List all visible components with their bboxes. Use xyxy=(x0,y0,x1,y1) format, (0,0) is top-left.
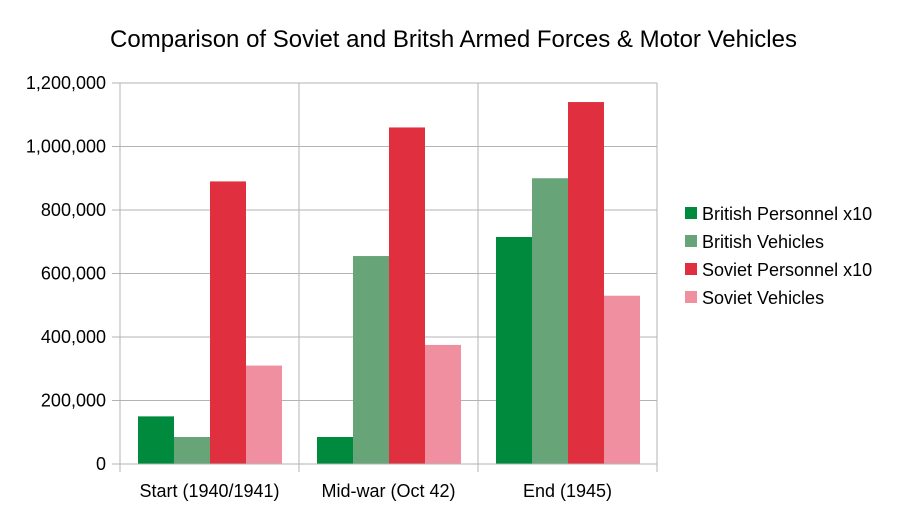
bar xyxy=(568,102,604,465)
legend-label: Soviet Vehicles xyxy=(702,288,824,308)
legend-label: British Vehicles xyxy=(702,232,824,252)
y-tick-label: 200,000 xyxy=(41,391,106,411)
y-tick-label: 1,000,000 xyxy=(26,137,106,157)
legend-item: British Personnel x10 xyxy=(685,204,872,224)
x-axis-tick-labels: Start (1940/1941) Mid-war (Oct 42) End (19… xyxy=(139,481,612,501)
y-axis-tick-labels: 0 200,000 400,000 600,000 800,000 1,000,000 1,… xyxy=(26,73,106,474)
bar xyxy=(532,178,568,464)
legend-item: British Vehicles xyxy=(685,232,824,252)
bar xyxy=(353,256,389,464)
bar xyxy=(210,181,246,465)
chart-title: Comparison of Soviet and Britsh Armed Fo… xyxy=(110,26,797,53)
bar xyxy=(138,416,174,464)
legend-label: British Personnel x10 xyxy=(702,204,872,224)
x-tick-label: Start (1940/1941) xyxy=(139,481,279,501)
bars xyxy=(138,102,640,465)
y-tick-label: 1,200,000 xyxy=(26,73,106,93)
bar xyxy=(496,236,532,464)
bar xyxy=(246,365,282,464)
bar xyxy=(425,344,461,464)
legend-swatch xyxy=(685,291,697,303)
y-tick-label: 0 xyxy=(96,454,106,474)
legend-swatch xyxy=(685,263,697,275)
bar xyxy=(317,437,353,464)
bar xyxy=(604,295,640,464)
legend-item: Soviet Vehicles xyxy=(685,288,824,308)
legend-swatch xyxy=(685,235,697,247)
bar xyxy=(174,437,210,464)
y-tick-label: 600,000 xyxy=(41,264,106,284)
legend-item: Soviet Personnel x10 xyxy=(685,260,872,280)
legend-swatch xyxy=(685,207,697,219)
x-tick-label: Mid-war (Oct 42) xyxy=(321,481,455,501)
y-tick-label: 800,000 xyxy=(41,200,106,220)
bar xyxy=(389,127,425,464)
x-tick-label: End (1945) xyxy=(523,481,612,501)
y-tick-label: 400,000 xyxy=(41,327,106,347)
legend-label: Soviet Personnel x10 xyxy=(702,260,872,280)
legend: British Personnel x10 British Vehicles Sov… xyxy=(685,204,872,308)
